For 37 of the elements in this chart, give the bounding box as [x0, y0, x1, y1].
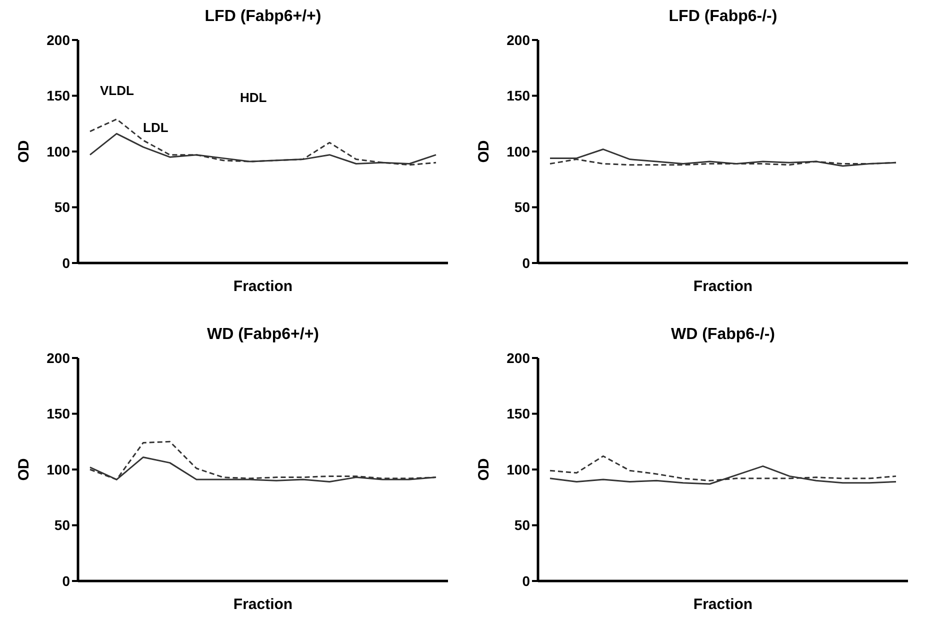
annotation: VLDL — [100, 83, 134, 98]
y-tick-label: 150 — [46, 88, 70, 104]
y-axis-title: OD — [15, 458, 32, 481]
y-tick-label: 0 — [522, 254, 530, 271]
x-axis-title: Fraction — [693, 596, 753, 613]
chart-title: WD (Fabp6-/-) — [670, 326, 776, 344]
annotation: LDL — [143, 120, 168, 135]
y-tick-label: 50 — [54, 199, 70, 216]
y-tick-label: 0 — [62, 572, 70, 589]
annotation: HDL — [240, 90, 267, 105]
y-tick-label: 0 — [522, 572, 530, 589]
y-tick-label: 0 — [62, 254, 70, 271]
y-axis-title: OD — [15, 140, 32, 163]
y-tick-label: 200 — [46, 32, 70, 48]
line-series — [549, 455, 897, 482]
chart-title: LFD (Fabp6-/-) — [668, 8, 778, 26]
x-axis-title: Fraction — [233, 596, 293, 613]
chart-title: LFD (Fabp6+/+) — [204, 8, 322, 26]
y-tick-label: 200 — [506, 32, 530, 48]
chart-title: WD (Fabp6+/+) — [206, 326, 320, 344]
x-axis-title: Fraction — [233, 278, 293, 295]
y-tick-label: 50 — [514, 517, 530, 534]
y-tick-label: 200 — [46, 350, 70, 366]
y-tick-label: 100 — [506, 461, 530, 478]
y-tick-label: 150 — [46, 406, 70, 422]
y-axis-title: OD — [475, 140, 492, 163]
y-tick-label: 50 — [54, 517, 70, 534]
y-tick-label: 150 — [506, 406, 530, 422]
y-axis-title: OD — [475, 458, 492, 481]
y-tick-label: 50 — [514, 199, 530, 216]
line-series — [89, 118, 437, 166]
y-tick-label: 200 — [506, 350, 530, 366]
x-axis-title: Fraction — [693, 278, 753, 295]
y-tick-label: 100 — [506, 143, 530, 160]
y-tick-label: 150 — [506, 88, 530, 104]
y-tick-label: 100 — [46, 461, 70, 478]
y-tick-label: 100 — [46, 143, 70, 160]
